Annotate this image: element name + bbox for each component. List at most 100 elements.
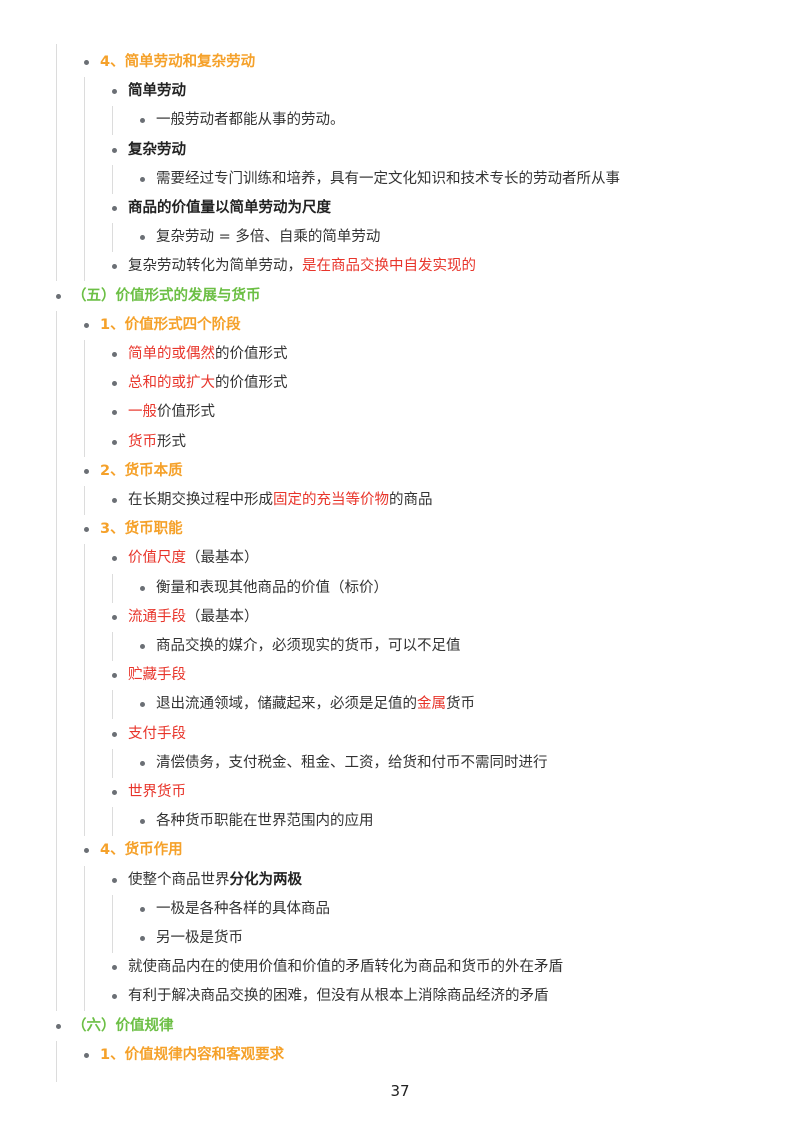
item-text: 1、价值规律内容和客观要求 [100,1046,285,1063]
bullet-icon[interactable] [140,702,145,708]
outline-item: 2、货币本质 [84,457,183,486]
bullet-icon[interactable] [140,644,145,649]
item-text: 的价值形式 [215,346,288,362]
bullet-icon[interactable] [112,731,117,737]
item-text: 4、货币作用 [100,842,183,859]
indent-guide [112,894,113,953]
outline-item: 另一极是货币 [140,924,243,953]
bullet-icon[interactable] [84,848,89,854]
bullet-icon[interactable] [140,585,145,591]
bullet-icon[interactable] [84,322,89,328]
outline-item: （六）价值规律 [56,1012,174,1041]
outline-item: 使整个商品世界分化为两极 [112,866,302,895]
bullet-icon[interactable] [140,760,145,766]
bullet-icon[interactable] [140,906,145,912]
outline-item: 商品的价值量以简单劳动为尺度 [112,194,331,223]
item-text: 4、简单劳动和复杂劳动 [100,54,256,70]
bullet-icon[interactable] [112,381,117,387]
item-text: 使整个商品世界 [128,871,230,888]
bullet-icon[interactable] [140,118,145,124]
indent-guide [112,164,113,194]
bullet-icon[interactable] [140,936,145,941]
outline-item: 复杂劳动 [112,136,186,165]
item-text: 清偿债务，支付税金、租金、工资，给货和付币不需同时进行 [156,754,548,771]
highlight-text: 金属 [417,696,446,713]
item-text: 复杂劳动 = 多倍、自乘的简单劳动 [156,229,381,246]
item-text: 3、货币职能 [100,521,183,538]
indent-guide [112,573,113,603]
outline-item: 商品交换的媒介，必须现实的货币，可以不足值 [140,632,461,661]
bullet-icon[interactable] [112,790,117,795]
outline-item: 有利于解决商品交换的困难，但没有从根本上消除商品经济的矛盾 [112,982,549,1011]
outline-item: 需要经过专门训练和培养，具有一定文化知识和技术专长的劳动者所从事 [140,165,620,194]
item-text: 商品交换的媒介，必须现实的货币，可以不足值 [156,638,461,654]
bullet-icon[interactable] [112,965,117,971]
item-text: 的商品 [389,492,433,508]
item-text: 衡量和表现其他商品的价值（标价） [156,579,388,596]
bullet-icon[interactable] [56,293,61,299]
outline-item: 退出流通领域，储藏起来，必须是足值的金属货币 [140,690,475,719]
outline-item: 一般劳动者都能从事的劳动。 [140,106,345,135]
outline-item: 衡量和表现其他商品的价值（标价） [140,574,388,603]
outline-item: 就使商品内在的使用价值和价值的矛盾转化为商品和货币的外在矛盾 [112,953,563,982]
outline-item: 价值尺度（最基本） [112,544,259,573]
outline-item: 各种货币职能在世界范围内的应用 [140,807,374,836]
item-text: 一般劳动者都能从事的劳动。 [156,112,345,129]
item-text: 退出流通领域，储藏起来，必须是足值的 [156,696,417,713]
outline-item: 简单劳动 [112,77,186,106]
bullet-icon[interactable] [112,614,117,620]
item-text: （最基本） [186,550,259,567]
bullet-icon[interactable] [112,206,117,211]
outline-item: 一极是各种各样的具体商品 [140,895,330,924]
bullet-icon[interactable] [112,673,117,679]
bullet-icon[interactable] [140,176,145,182]
item-text: 就使商品内在的使用价值和价值的矛盾转化为商品和货币的外在矛盾 [128,959,563,976]
highlight-text: 价值尺度 [128,550,186,567]
outline-item: 4、简单劳动和复杂劳动 [84,48,256,77]
highlight-text: 流通手段 [128,608,186,625]
item-text: 简单劳动 [128,83,186,100]
bullet-icon[interactable] [112,994,117,1000]
outline-item: 在长期交换过程中形成固定的充当等价物的商品 [112,486,433,515]
outline-item: 1、价值规律内容和客观要求 [84,1041,285,1070]
item-text: （五）价值形式的发展与货币 [72,287,261,304]
indent-guide [84,544,85,837]
bullet-icon[interactable] [84,1052,89,1058]
outline-item: （五）价值形式的发展与货币 [56,282,261,311]
bullet-icon[interactable] [112,89,117,95]
bullet-icon[interactable] [112,264,117,270]
indent-guide [112,632,113,661]
highlight-text: 世界货币 [128,784,186,800]
outline-item: 简单的或偶然的价值形式 [112,340,288,369]
item-text: （最基本） [186,608,259,625]
bullet-icon[interactable] [112,877,117,883]
bullet-icon[interactable] [56,1023,61,1029]
page-number: 37 [390,1082,410,1100]
item-text: （六）价值规律 [72,1017,174,1034]
item-text: 复杂劳动 [128,141,186,158]
indent-guide [112,106,113,136]
bullet-icon[interactable] [140,235,145,241]
item-text: 1、价值形式四个阶段 [100,316,241,333]
outline-item: 总和的或扩大的价值形式 [112,369,288,398]
outline-item: 1、价值形式四个阶段 [84,311,241,340]
item-text: 2、货币本质 [100,462,183,479]
indent-guide [112,223,113,253]
indent-guide [112,807,113,837]
bullet-icon[interactable] [112,352,117,357]
bullet-icon[interactable] [84,468,89,474]
bullet-icon[interactable] [84,60,89,65]
highlight-text: 简单的或偶然 [128,346,215,362]
outline-item: 复杂劳动 = 多倍、自乘的简单劳动 [140,223,381,252]
outline-item: 4、货币作用 [84,836,183,865]
outline-item: 3、货币职能 [84,515,183,544]
bullet-icon[interactable] [112,147,117,153]
item-text: 货币 [446,696,475,713]
bullet-icon[interactable] [112,410,117,416]
bullet-icon[interactable] [112,498,117,503]
bullet-icon[interactable] [112,439,117,445]
bullet-icon[interactable] [140,819,145,825]
bullet-icon[interactable] [84,527,89,533]
highlight-text: 是在商品交换中自发实现的 [302,258,476,275]
bullet-icon[interactable] [112,556,117,562]
